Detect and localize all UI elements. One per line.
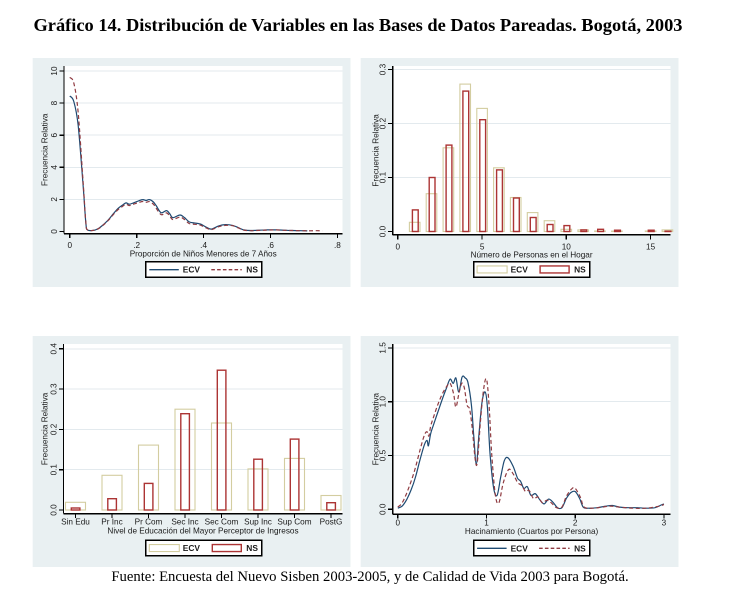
svg-text:0: 0 xyxy=(50,229,59,234)
svg-text:0.4: 0.4 xyxy=(49,343,58,355)
svg-text:NS: NS xyxy=(246,265,258,275)
svg-text:0.2: 0.2 xyxy=(49,423,58,435)
svg-text:0.0: 0.0 xyxy=(379,225,388,237)
svg-text:ECV: ECV xyxy=(183,265,201,275)
svg-text:Nivel de Educación del Mayor P: Nivel de Educación del Mayor Perceptor d… xyxy=(107,527,298,536)
svg-text:4: 4 xyxy=(50,165,59,170)
svg-text:0.2: 0.2 xyxy=(379,117,388,129)
svg-text:1: 1 xyxy=(484,519,489,528)
svg-text:0.1: 0.1 xyxy=(49,464,58,476)
svg-text:3: 3 xyxy=(662,519,667,528)
svg-text:Frecuencia Relativa: Frecuencia Relativa xyxy=(372,392,381,465)
svg-text:NS: NS xyxy=(246,543,258,553)
svg-text:6: 6 xyxy=(50,132,59,137)
svg-text:ECV: ECV xyxy=(183,543,201,553)
svg-text:0: 0 xyxy=(396,242,401,251)
svg-text:10: 10 xyxy=(50,66,59,76)
svg-text:0.0: 0.0 xyxy=(379,503,388,515)
svg-text:NS: NS xyxy=(574,543,586,553)
svg-text:1.0: 1.0 xyxy=(379,396,388,408)
svg-text:0: 0 xyxy=(396,519,401,528)
svg-text:Sin Edu: Sin Edu xyxy=(61,518,90,527)
svg-text:Pr Inc: Pr Inc xyxy=(101,518,122,527)
svg-text:Pr Com: Pr Com xyxy=(135,518,163,527)
svg-text:Fuente: Encuesta del Nuevo Sis: Fuente: Encuesta del Nuevo Sisben 2003-2… xyxy=(111,569,628,585)
svg-text:.8: .8 xyxy=(334,241,341,250)
svg-text:Gráfico 14. Distribución de Va: Gráfico 14. Distribución de Variables en… xyxy=(34,15,683,35)
svg-text:.6: .6 xyxy=(267,241,274,250)
svg-text:10: 10 xyxy=(562,242,572,251)
svg-text:2: 2 xyxy=(573,519,578,528)
svg-text:Frecuencia Relativa: Frecuencia Relativa xyxy=(41,113,50,186)
svg-text:5: 5 xyxy=(480,242,485,251)
svg-text:Sec Com: Sec Com xyxy=(205,518,239,527)
svg-text:Proporción de Niños Menores de: Proporción de Niños Menores de 7 Años xyxy=(130,250,277,259)
svg-text:2: 2 xyxy=(50,197,59,202)
svg-text:Número de Personas en el Hogar: Número de Personas en el Hogar xyxy=(471,251,593,260)
svg-text:PostG: PostG xyxy=(320,518,343,527)
svg-text:1.5: 1.5 xyxy=(379,342,388,354)
svg-text:0.0: 0.0 xyxy=(49,504,58,516)
svg-text:0.3: 0.3 xyxy=(49,383,58,395)
svg-text:0: 0 xyxy=(68,241,73,250)
svg-text:0.5: 0.5 xyxy=(379,449,388,461)
svg-text:.2: .2 xyxy=(133,241,140,250)
svg-text:Sec Inc: Sec Inc xyxy=(171,518,198,527)
svg-text:.4: .4 xyxy=(200,241,207,250)
svg-text:Sup Inc: Sup Inc xyxy=(244,518,272,527)
svg-text:ECV: ECV xyxy=(511,543,529,553)
svg-text:0.1: 0.1 xyxy=(379,171,388,183)
svg-text:8: 8 xyxy=(50,100,59,105)
svg-text:NS: NS xyxy=(574,264,586,274)
svg-text:Sup Com: Sup Com xyxy=(277,518,311,527)
svg-text:Hacinamiento (Cuartos por Pers: Hacinamiento (Cuartos por Persona) xyxy=(465,527,599,536)
svg-text:Frecuencia Relativa: Frecuencia Relativa xyxy=(372,114,381,187)
svg-text:0.3: 0.3 xyxy=(379,63,388,75)
svg-text:15: 15 xyxy=(646,242,656,251)
svg-text:ECV: ECV xyxy=(511,264,529,274)
svg-text:Frecuencia Relativa: Frecuencia Relativa xyxy=(41,392,50,465)
